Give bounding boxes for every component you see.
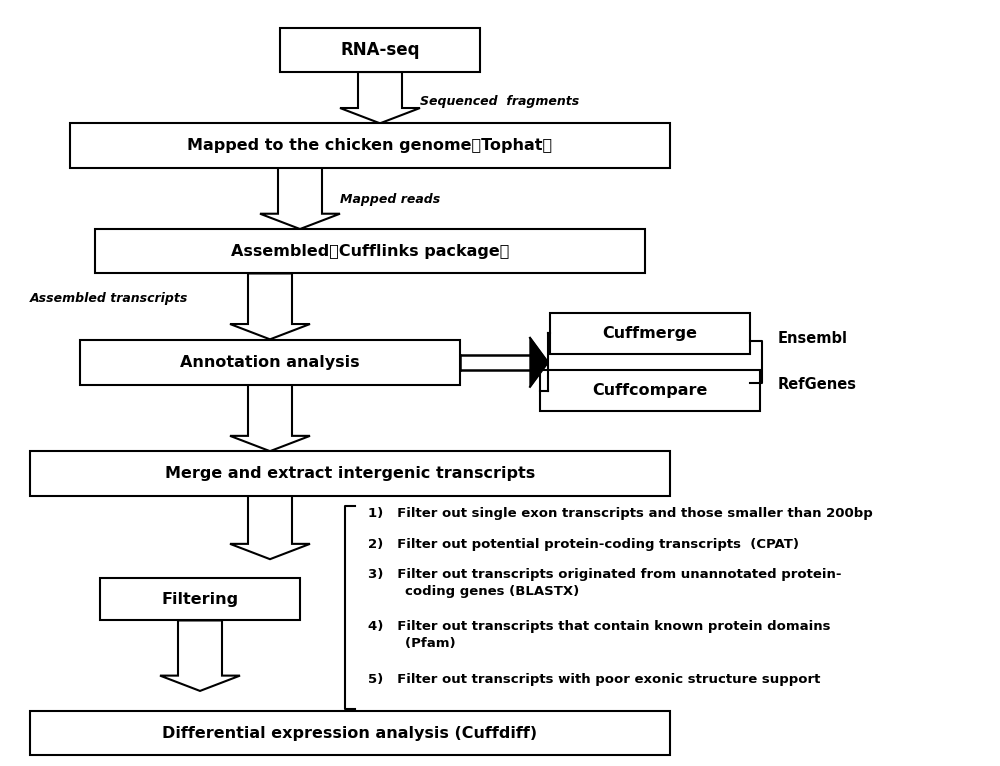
Polygon shape: [230, 496, 310, 559]
Text: RefGenes: RefGenes: [778, 377, 857, 392]
Text: 2)   Filter out potential protein-coding transcripts  (CPAT): 2) Filter out potential protein-coding t…: [368, 538, 799, 551]
Polygon shape: [160, 620, 240, 691]
Polygon shape: [260, 168, 340, 229]
Text: 3)   Filter out transcripts originated from unannotated protein-
        coding : 3) Filter out transcripts originated fro…: [368, 568, 842, 598]
Text: 4)   Filter out transcripts that contain known protein domains
        (Pfam): 4) Filter out transcripts that contain k…: [368, 620, 830, 650]
Text: Filtering: Filtering: [161, 591, 239, 607]
FancyBboxPatch shape: [30, 451, 670, 496]
FancyBboxPatch shape: [550, 313, 750, 354]
Text: Differential expression analysis (Cuffdiff): Differential expression analysis (Cuffdi…: [162, 725, 538, 741]
FancyBboxPatch shape: [280, 28, 480, 72]
Text: RNA-seq: RNA-seq: [340, 41, 420, 59]
FancyBboxPatch shape: [30, 711, 670, 755]
FancyBboxPatch shape: [95, 229, 645, 273]
FancyBboxPatch shape: [540, 371, 760, 411]
FancyBboxPatch shape: [100, 578, 300, 620]
Text: Mapped to the chicken genome（Tophat）: Mapped to the chicken genome（Tophat）: [187, 138, 553, 153]
Text: Assembled（Cufflinks package）: Assembled（Cufflinks package）: [231, 244, 509, 259]
Text: Assembled transcripts: Assembled transcripts: [30, 293, 188, 305]
FancyBboxPatch shape: [80, 340, 460, 385]
Text: Sequenced  fragments: Sequenced fragments: [420, 95, 579, 107]
Text: 5)   Filter out transcripts with poor exonic structure support: 5) Filter out transcripts with poor exon…: [368, 673, 820, 686]
FancyBboxPatch shape: [70, 123, 670, 168]
Polygon shape: [230, 273, 310, 339]
Text: Mapped reads: Mapped reads: [340, 193, 440, 205]
Polygon shape: [230, 385, 310, 451]
Text: Cuffmerge: Cuffmerge: [602, 326, 698, 341]
Text: Annotation analysis: Annotation analysis: [180, 355, 360, 370]
Polygon shape: [340, 72, 420, 123]
Text: Merge and extract intergenic transcripts: Merge and extract intergenic transcripts: [165, 466, 535, 481]
Polygon shape: [530, 338, 548, 387]
Text: 1)   Filter out single exon transcripts and those smaller than 200bp: 1) Filter out single exon transcripts an…: [368, 507, 873, 520]
Text: Cuffcompare: Cuffcompare: [592, 383, 708, 398]
Text: Ensembl: Ensembl: [778, 331, 848, 346]
